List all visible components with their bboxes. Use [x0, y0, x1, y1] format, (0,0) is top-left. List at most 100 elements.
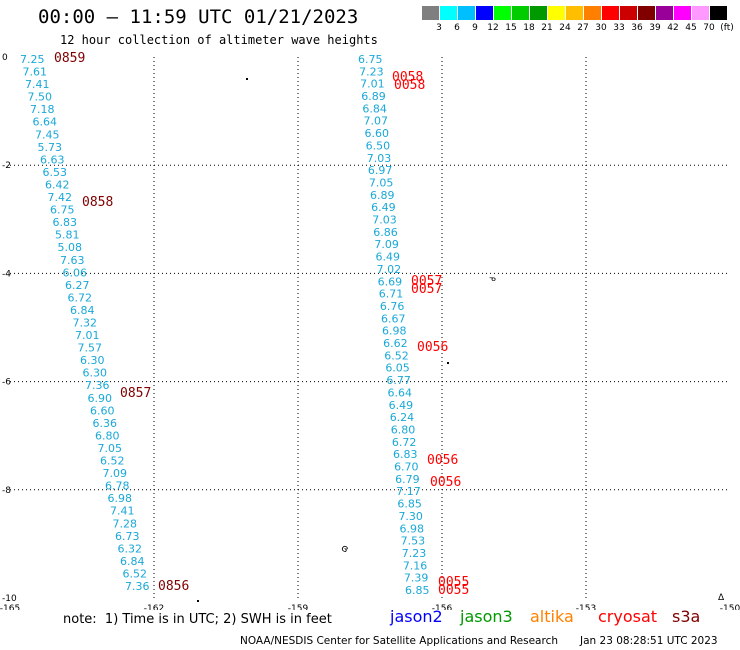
wave-height-value: 6.30	[80, 354, 105, 367]
map-grid	[10, 57, 730, 598]
lon-tick-label: -165	[0, 604, 20, 610]
altimeter-tracks: 7.257.617.417.507.186.647.455.736.636.53…	[20, 51, 469, 598]
wave-height-value: 7.03	[372, 214, 397, 227]
legend-label: 24	[559, 23, 571, 33]
legend-swatch	[566, 6, 583, 20]
wave-height-value: 6.80	[391, 423, 416, 436]
wave-height-value: 7.17	[396, 485, 421, 498]
pass-time-label: 0056	[427, 453, 458, 468]
legend-swatch	[620, 6, 637, 20]
wave-height-value: 6.75	[358, 53, 383, 66]
lat-tick-label: -8	[2, 486, 11, 496]
wave-height-value: 6.05	[385, 362, 410, 375]
wave-height-value: 5.08	[58, 241, 83, 254]
marker-dot	[197, 600, 199, 602]
satellite-name: altika	[530, 607, 574, 626]
wave-height-value: 7.09	[103, 467, 128, 480]
lon-tick-label: -153	[576, 604, 596, 610]
wave-height-value: 6.27	[65, 279, 90, 292]
pass-time-label: 0058	[394, 78, 425, 93]
wave-height-value: 6.42	[45, 178, 70, 191]
pass-time-label: 0858	[82, 195, 113, 210]
satellite-name: s3a	[672, 607, 701, 626]
wave-height-value: 6.84	[70, 304, 95, 317]
wave-height-value: 7.03	[367, 152, 392, 165]
legend-swatch	[458, 6, 475, 20]
wave-height-value: 6.78	[105, 480, 130, 493]
island-mark: ᐃ	[718, 593, 725, 603]
legend-label: 12	[487, 23, 499, 33]
legend-swatch	[638, 6, 655, 20]
legend-swatch	[548, 6, 565, 20]
wave-height-value: 6.97	[368, 164, 393, 177]
lat-tick-label: -10	[2, 594, 17, 604]
satellite-name: cryosat	[598, 607, 658, 626]
legend-label: 15	[505, 23, 517, 33]
wave-height-value: 6.77	[386, 374, 411, 387]
pass-time-label: 0056	[430, 475, 461, 490]
legend-swatch	[512, 6, 529, 20]
wave-height-value: 6.64	[388, 386, 413, 399]
pass-time-label: 0856	[158, 579, 189, 594]
wave-height-value: 6.60	[90, 404, 115, 417]
wave-height-value: 6.72	[68, 291, 93, 304]
wave-height-value: 6.49	[371, 201, 396, 214]
legend-swatch	[530, 6, 547, 20]
wave-height-value: 6.67	[381, 312, 406, 325]
legend-swatch	[440, 6, 457, 20]
wave-height-value: 7.01	[360, 78, 385, 91]
wave-height-value: 6.84	[362, 102, 387, 115]
wave-height-value: 7.42	[48, 191, 73, 204]
wave-height-value: 7.50	[28, 91, 53, 104]
lon-tick-label: -150	[720, 604, 740, 610]
lat-tick-label: 0	[2, 53, 8, 63]
legend-label: (ft)	[720, 23, 734, 33]
marker-dot	[246, 78, 248, 80]
legend-swatch	[656, 6, 673, 20]
wave-height-value: 7.53	[401, 535, 426, 548]
map-subtitle: 12 hour collection of altimeter wave hei…	[60, 33, 378, 47]
pass-time-label: 0058	[392, 70, 423, 85]
wave-height-value: 5.81	[55, 229, 80, 242]
pass-time-label: 0055	[438, 575, 469, 590]
island-mark: ɞ	[339, 543, 350, 556]
wave-height-value: 7.25	[20, 53, 45, 66]
wave-height-value: 6.80	[95, 429, 120, 442]
legend-label: 9	[472, 23, 478, 33]
wave-height-value: 6.89	[361, 90, 386, 103]
map-title: 00:00 – 11:59 UTC 01/21/2023	[38, 6, 359, 28]
legend-label: 45	[685, 23, 697, 33]
wave-height-value: 6.52	[100, 455, 125, 468]
pass-time-label: 0057	[411, 274, 442, 289]
wave-height-value: 7.02	[377, 263, 402, 276]
pass-time-label: 0857	[120, 386, 151, 401]
wave-height-value: 6.89	[370, 189, 395, 202]
wave-height-value: 7.63	[60, 254, 85, 267]
wave-height-value: 7.36	[85, 379, 110, 392]
wave-height-value: 7.07	[363, 115, 388, 128]
wave-height-value: 7.32	[73, 317, 98, 330]
legend-swatch	[710, 6, 727, 20]
wave-height-value: 7.45	[35, 128, 60, 141]
legend-swatch	[422, 6, 439, 20]
wave-height-value: 7.09	[374, 238, 399, 251]
lon-tick-label: -156	[432, 604, 453, 610]
legend-label: 27	[577, 23, 589, 33]
wave-height-value: 6.83	[53, 216, 78, 229]
note-text: note: 1) Time is in UTC; 2) SWH is in fe…	[63, 612, 332, 627]
legend-swatch	[692, 6, 709, 20]
wave-height-value: 6.85	[397, 498, 422, 511]
wave-height-value: 7.01	[75, 329, 100, 342]
wave-height-value: 7.41	[25, 78, 50, 91]
wave-height-value: 6.98	[400, 522, 425, 535]
pass-time-label: 0055	[438, 583, 469, 598]
wave-height-value: 7.57	[78, 342, 103, 355]
wave-height-value: 6.86	[373, 226, 398, 239]
map-markers: ᓀ ɞ ᐃ	[197, 78, 725, 603]
wave-height-value: 6.73	[115, 530, 140, 543]
lat-tick-label: -2	[2, 161, 11, 171]
island-mark: ᓀ	[489, 274, 496, 283]
wave-height-value: 6.75	[50, 204, 75, 217]
wave-height-value: 7.23	[359, 65, 384, 78]
wave-height-value: 7.28	[113, 517, 138, 530]
